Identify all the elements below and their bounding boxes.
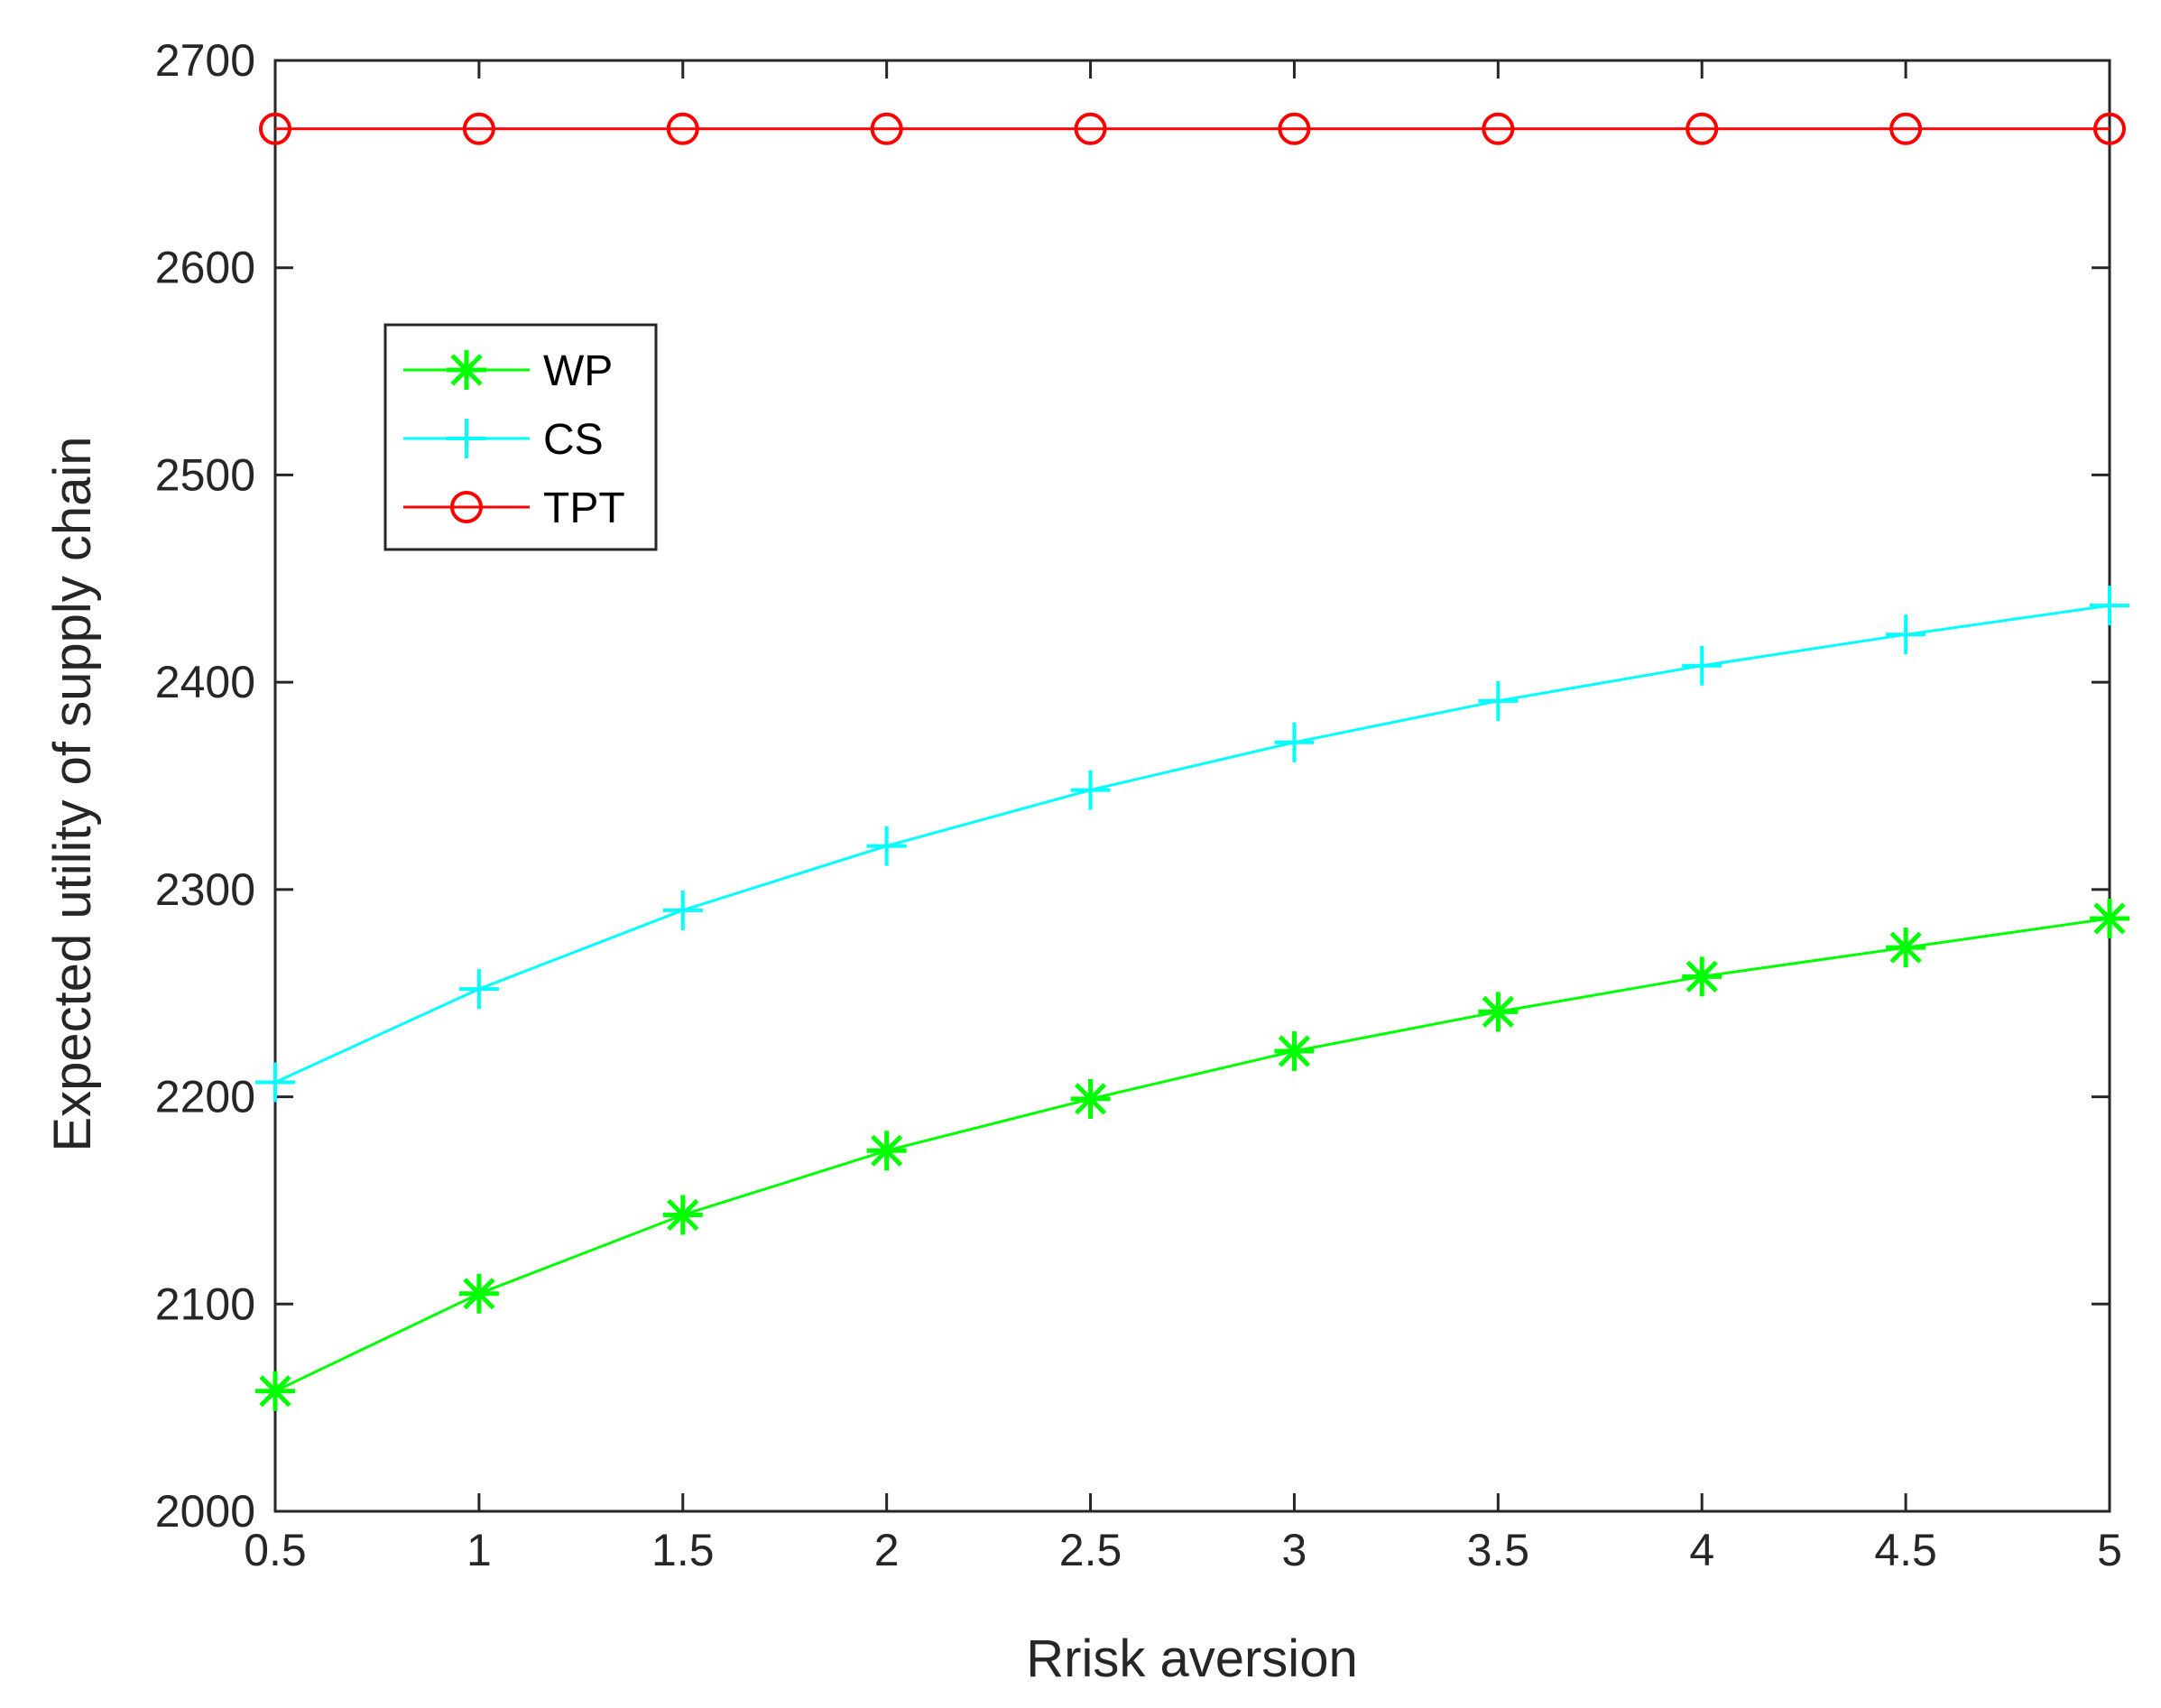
y-tick-label: 2700 xyxy=(155,35,255,86)
data-point-wp xyxy=(1886,928,1926,968)
data-point-wp xyxy=(866,1131,907,1171)
x-tick-label: 4 xyxy=(1689,1525,1714,1575)
data-point-cs xyxy=(2090,586,2129,626)
legend-label-wp: WP xyxy=(543,347,613,395)
marker-stroke xyxy=(667,1198,699,1232)
data-point-cs xyxy=(1682,645,1722,686)
legend-marker-tpt xyxy=(450,491,483,523)
marker-circle xyxy=(1685,112,1719,145)
data-point-wp xyxy=(255,1371,295,1411)
data-point-tpt xyxy=(870,112,903,145)
y-tick-label: 2000 xyxy=(155,1486,255,1537)
series-cs xyxy=(255,586,2129,1103)
data-point-tpt xyxy=(462,112,495,145)
x-tick-label: 1.5 xyxy=(651,1525,715,1575)
marker-circle xyxy=(1889,112,1923,145)
marker-circle xyxy=(1074,112,1107,145)
data-point-cs xyxy=(866,826,907,866)
y-tick-label: 2300 xyxy=(155,864,255,915)
x-tick-label: 5 xyxy=(2097,1525,2122,1575)
data-point-cs xyxy=(255,1062,295,1103)
series-line-wp xyxy=(274,917,2110,1393)
data-point-tpt xyxy=(1482,112,1515,145)
x-tick-label: 1 xyxy=(466,1525,492,1575)
legend-label-cs: CS xyxy=(543,416,604,464)
marker-stroke xyxy=(1074,1083,1107,1115)
marker-stroke xyxy=(1482,995,1514,1028)
y-axis-label: Expected utility of supply chain xyxy=(43,436,102,1151)
legend-item-tpt: TPT xyxy=(403,485,625,532)
x-axis-label: Rrisk aversion xyxy=(1026,1630,1357,1688)
data-point-cs xyxy=(1070,770,1111,810)
data-point-tpt xyxy=(666,112,699,145)
x-tick-label: 3.5 xyxy=(1467,1525,1530,1575)
data-point-tpt xyxy=(259,112,291,145)
x-tick-label: 3 xyxy=(1282,1525,1307,1575)
plot-area xyxy=(273,59,2111,1513)
data-point-cs xyxy=(662,890,703,930)
data-point-cs xyxy=(1478,680,1519,721)
legend-item-wp: WP xyxy=(403,347,613,395)
marker-circle xyxy=(1482,112,1515,145)
series-tpt xyxy=(259,112,2126,145)
x-axis: 0.5 1 1.5 2 2.5 3 3.5 4 4.5 5 xyxy=(244,60,2122,1575)
y-axis: 2000 2100 2200 2300 2400 2500 2600 2700 xyxy=(155,35,2110,1537)
data-point-cs xyxy=(1274,722,1315,762)
y-tick-label: 2400 xyxy=(155,657,255,707)
marker-circle xyxy=(666,112,699,145)
series-layer xyxy=(255,112,2129,1411)
data-point-tpt xyxy=(1889,112,1923,145)
legend-item-cs: CS xyxy=(403,416,604,464)
marker-stroke xyxy=(463,1278,495,1310)
marker-circle xyxy=(450,491,483,523)
marker-stroke xyxy=(871,1134,903,1167)
data-point-tpt xyxy=(1278,112,1311,145)
marker-circle xyxy=(259,112,291,145)
data-point-wp xyxy=(1274,1031,1315,1072)
data-point-tpt xyxy=(2093,112,2126,145)
marker-circle xyxy=(462,112,495,145)
data-point-wp xyxy=(662,1195,703,1235)
marker-stroke xyxy=(259,1375,291,1408)
marker-stroke xyxy=(1685,960,1718,992)
x-tick-label: 4.5 xyxy=(1874,1525,1937,1575)
data-point-wp xyxy=(458,1273,499,1314)
y-tick-label: 2500 xyxy=(155,449,255,500)
data-point-wp xyxy=(2090,899,2129,939)
axes-box xyxy=(273,59,2111,1513)
marker-circle xyxy=(2093,112,2126,145)
series-wp xyxy=(255,899,2129,1411)
data-point-cs xyxy=(458,969,499,1010)
legend-label-tpt: TPT xyxy=(543,485,625,532)
x-tick-label: 2 xyxy=(874,1525,900,1575)
marker-stroke xyxy=(450,354,483,386)
x-tick-label: 2.5 xyxy=(1059,1525,1122,1575)
data-point-wp xyxy=(1070,1078,1111,1119)
y-tick-label: 2600 xyxy=(155,243,255,293)
data-point-tpt xyxy=(1074,112,1107,145)
x-tick-label: 0.5 xyxy=(244,1525,307,1575)
data-point-tpt xyxy=(1685,112,1719,145)
data-point-wp xyxy=(1682,956,1722,997)
legend-marker-wp xyxy=(447,350,486,390)
y-tick-label: 2200 xyxy=(155,1072,255,1122)
legend: WP CS TPT xyxy=(383,323,658,551)
marker-stroke xyxy=(1889,931,1922,964)
legend-marker-cs xyxy=(447,419,486,458)
series-line-cs xyxy=(274,604,2110,1084)
marker-circle xyxy=(1278,112,1311,145)
marker-stroke xyxy=(2093,902,2126,935)
marker-stroke xyxy=(1278,1035,1311,1067)
y-tick-label: 2100 xyxy=(155,1279,255,1329)
data-point-wp xyxy=(1478,992,1519,1032)
marker-circle xyxy=(870,112,903,145)
data-point-cs xyxy=(1886,614,1926,655)
